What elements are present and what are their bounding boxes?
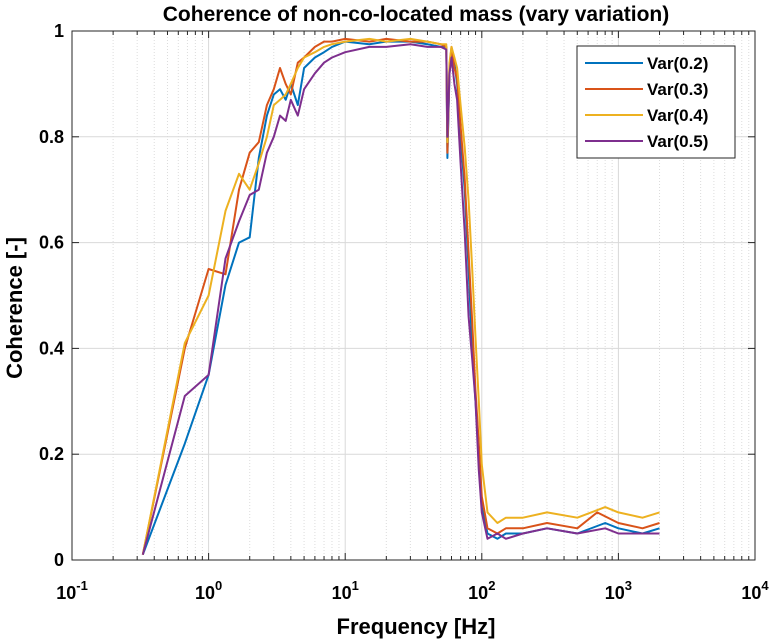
y-tick-label: 0.8 [39, 127, 64, 147]
x-tick-labels: 10-1 100 101 102 103 104 [56, 578, 769, 603]
legend-label-3: Var(0.4) [647, 106, 708, 125]
x-tick-label: 101 [332, 578, 359, 603]
legend-label-4: Var(0.5) [647, 132, 708, 151]
x-tick-label: 100 [195, 578, 222, 603]
legend-label-2: Var(0.3) [647, 80, 708, 99]
x-axis-label: Frequency [Hz] [337, 614, 496, 639]
series-line-3 [141, 37, 660, 555]
axis-ticks [71, 30, 756, 561]
series-line-2 [141, 37, 660, 555]
legend-box [576, 45, 736, 159]
y-tick-label: 0.4 [39, 338, 64, 358]
y-tick-label: 1 [54, 21, 64, 41]
x-tick-label: 103 [605, 578, 632, 603]
x-tick-label: 102 [468, 578, 495, 603]
y-tick-labels: 0 0.2 0.4 0.6 0.8 1 [39, 21, 64, 570]
chart-title: Coherence of non-co-located mass (vary v… [163, 3, 669, 26]
y-axis-label: Coherence [-] [2, 237, 27, 379]
x-tick-label: 104 [741, 578, 769, 603]
legend: Var(0.2) Var(0.3) Var(0.4) Var(0.5) [576, 45, 736, 159]
plot-frame [71, 30, 756, 561]
series-layer [141, 37, 660, 556]
x-tick-label: 10-1 [56, 578, 88, 603]
y-tick-label: 0.6 [39, 233, 64, 253]
y-tick-label: 0.2 [39, 444, 64, 464]
legend-label-1: Var(0.2) [647, 54, 708, 73]
y-tick-label: 0 [54, 550, 64, 570]
series-line-4 [141, 43, 660, 555]
